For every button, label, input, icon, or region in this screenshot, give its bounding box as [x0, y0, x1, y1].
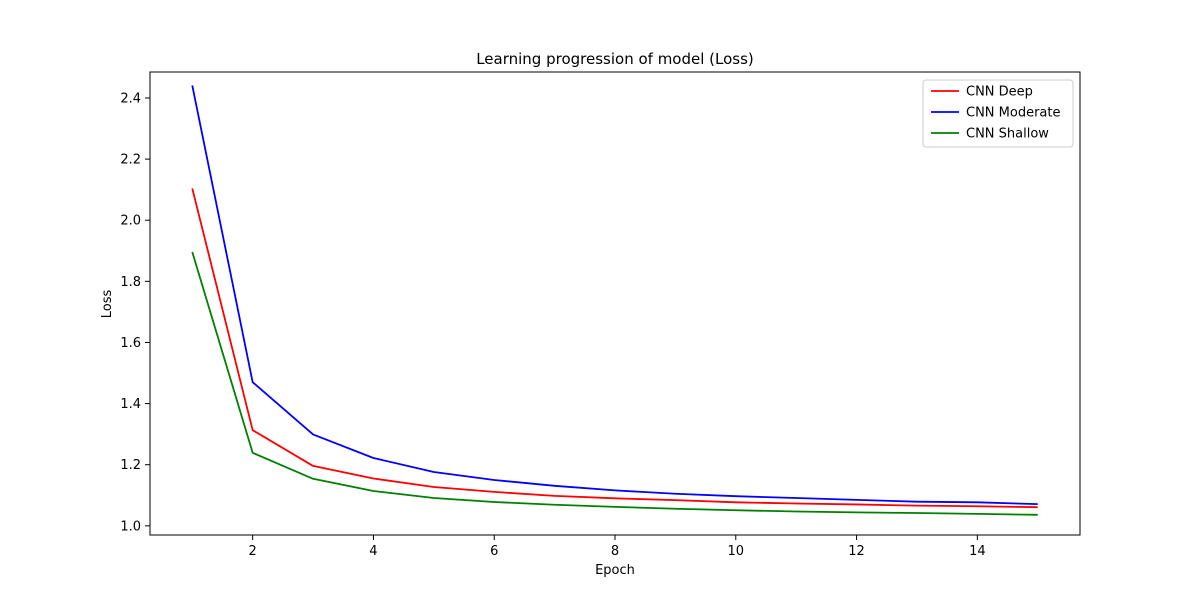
series-line-cnn-deep	[191, 188, 1038, 509]
y-tick-label: 2.0	[120, 214, 141, 229]
legend-label: CNN Moderate	[966, 106, 1061, 121]
y-tick-label: 1.2	[120, 458, 141, 473]
series-line-cnn-shallow	[191, 251, 1038, 516]
x-tick-label: 12	[848, 544, 865, 559]
legend-label: CNN Shallow	[966, 127, 1049, 142]
legend: CNN Deep CNN Moderate CNN Shallow	[922, 79, 1074, 148]
y-tick-label: 2.4	[120, 91, 141, 106]
x-tick-label: 6	[490, 544, 498, 559]
x-tick-label: 8	[611, 544, 619, 559]
x-tick-label: 2	[249, 544, 257, 559]
legend-label: CNN Deep	[966, 85, 1033, 100]
y-tick-label: 1.8	[120, 275, 141, 290]
series-line-cnn-moderate	[191, 85, 1038, 506]
y-axis-label: Loss	[100, 290, 115, 319]
y-tick-label: 1.4	[120, 397, 141, 412]
x-tick-label: 4	[369, 544, 377, 559]
plot-frame	[149, 71, 1081, 536]
y-tick-label: 2.2	[120, 153, 141, 168]
y-tick-label: 1.6	[120, 336, 141, 351]
x-tick-label: 14	[969, 544, 986, 559]
y-tick-label: 1.0	[120, 519, 141, 534]
legend-box	[922, 79, 1074, 148]
x-axis-label: Epoch	[595, 563, 635, 578]
x-tick-label: 10	[728, 544, 745, 559]
chart-title: Learning progression of model (Loss)	[476, 50, 754, 68]
